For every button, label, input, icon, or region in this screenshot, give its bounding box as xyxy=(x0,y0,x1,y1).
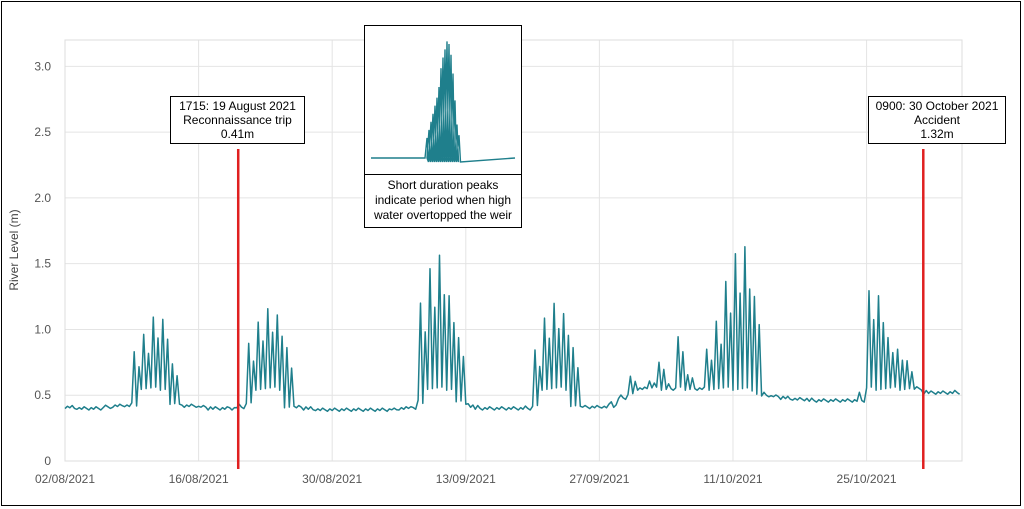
x-axis-ticks: 02/08/2021 16/08/2021 30/08/2021 13/09/2021… xyxy=(35,472,897,486)
event-markers xyxy=(236,149,925,469)
inset-caption-line-2: indicate period when high xyxy=(374,193,512,207)
x-tick-label: 25/10/2021 xyxy=(837,472,897,486)
callout-accident-event: Accident xyxy=(913,113,961,127)
river-level-line xyxy=(64,246,961,413)
y-tick-label: 2.0 xyxy=(34,191,51,205)
callout-reconnaissance: 1715: 19 August 2021 Reconnaissance trip… xyxy=(170,96,305,144)
y-tick-label: 2.5 xyxy=(34,125,51,139)
inset-peaks-line xyxy=(371,41,516,163)
y-tick-label: 3.0 xyxy=(34,59,51,73)
inset-caption: Short duration peaks indicate period whe… xyxy=(364,174,522,229)
inset-chart xyxy=(371,41,516,163)
x-tick-label: 13/09/2021 xyxy=(436,472,496,486)
x-tick-label: 02/08/2021 xyxy=(35,472,95,486)
y-axis-label: River Level (m) xyxy=(7,209,21,290)
callout-reconnaissance-time: 1715: 19 August 2021 xyxy=(179,99,296,113)
x-tick-label: 11/10/2021 xyxy=(703,472,762,486)
y-axis-ticks: 0 0.5 1.0 1.5 2.0 2.5 3.0 xyxy=(34,59,51,468)
callout-reconnaissance-level: 0.41m xyxy=(220,127,255,141)
callout-accident-time: 0900: 30 October 2021 xyxy=(875,99,999,113)
inset-caption-line-1: Short duration peaks xyxy=(387,178,499,192)
y-tick-label: 0.5 xyxy=(34,388,51,402)
inset-caption-line-3: water overtopped the weir xyxy=(373,208,513,222)
x-tick-label: 16/08/2021 xyxy=(169,472,229,486)
y-tick-label: 0 xyxy=(44,454,51,468)
y-tick-label: 1.5 xyxy=(34,257,51,271)
x-tick-label: 30/08/2021 xyxy=(302,472,362,486)
y-tick-label: 1.0 xyxy=(34,322,51,336)
x-tick-label: 27/09/2021 xyxy=(569,472,629,486)
callout-accident-level: 1.32m xyxy=(920,127,954,141)
callout-accident: 0900: 30 October 2021 Accident 1.32m xyxy=(868,96,1006,144)
callout-reconnaissance-event: Reconnaissance trip xyxy=(183,113,292,127)
inset-panel: Short duration peaks indicate period whe… xyxy=(364,25,522,228)
